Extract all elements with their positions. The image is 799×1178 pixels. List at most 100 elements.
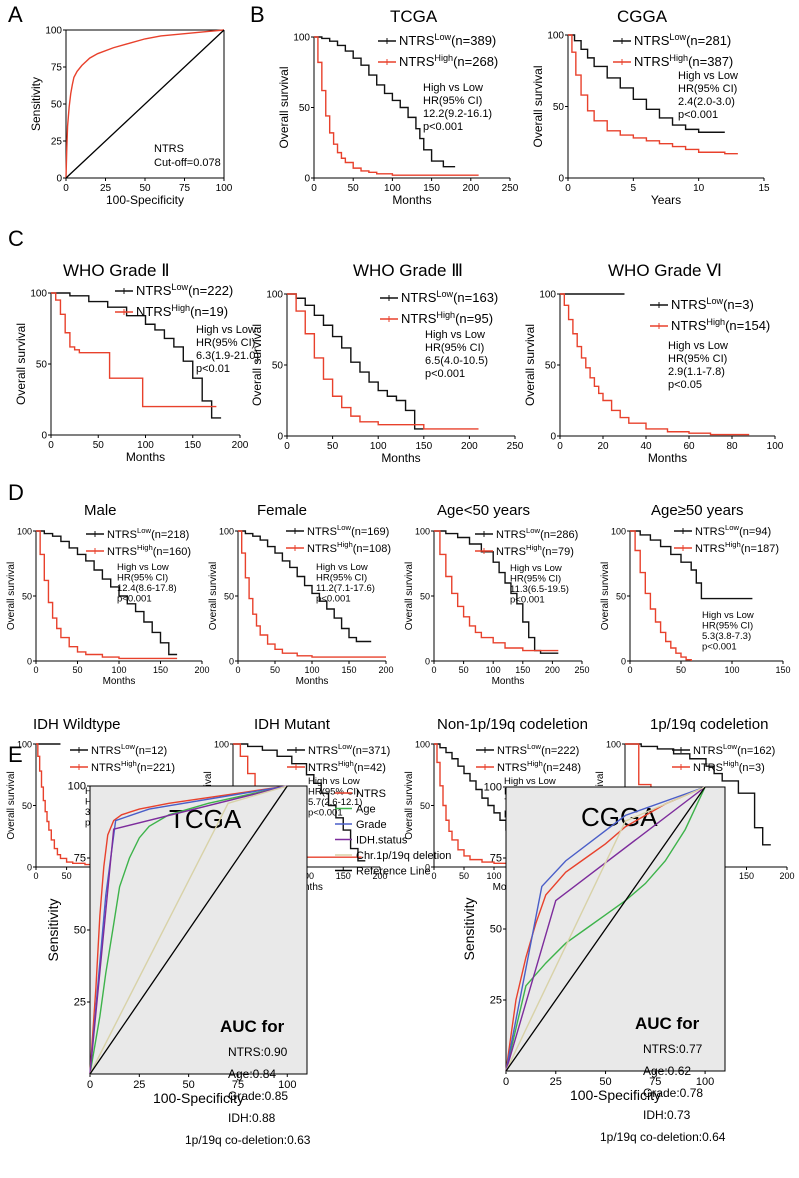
y-tick-label: 100 xyxy=(68,781,86,793)
series-reference-line xyxy=(505,786,706,1072)
x-axis-label: Months xyxy=(492,676,525,687)
annotation: High vs Low xyxy=(668,340,728,352)
x-tick-label: 0 xyxy=(33,871,38,881)
annotation: High vs Low xyxy=(678,70,738,82)
x-tick-label: 0 xyxy=(284,441,290,452)
y-axis-label: Sensitivity xyxy=(461,897,477,960)
chart-title: Age<50 years xyxy=(437,502,530,519)
panel-label-a: A xyxy=(8,2,23,27)
x-tick-label: 100 xyxy=(696,1076,714,1088)
legend-label: NTRSHigh(n=221) xyxy=(91,759,175,774)
annotation: NTRS:0.90 xyxy=(228,1045,288,1059)
series-grade xyxy=(89,785,288,1075)
legend-label: NTRSLow(n=12) xyxy=(91,742,167,757)
y-tick-label: 50 xyxy=(22,801,32,811)
x-tick-label: 0 xyxy=(565,183,571,194)
y-tick-label: 100 xyxy=(606,740,621,750)
y-tick-label: 100 xyxy=(219,527,234,537)
x-tick-label: 5 xyxy=(631,183,637,194)
series-ntrs-high xyxy=(36,530,178,660)
x-tick-label: 200 xyxy=(461,441,478,452)
y-axis-label: Overall survival xyxy=(404,562,415,630)
x-tick-label: 25 xyxy=(100,183,112,194)
x-tick-label: 0 xyxy=(431,871,436,881)
annotation: p<0.001 xyxy=(117,594,152,605)
x-axis-label: Years xyxy=(651,193,681,207)
x-axis-label: 100-Specificity xyxy=(106,193,184,207)
y-axis-label: Overall survival xyxy=(277,66,291,148)
y-tick-label: 100 xyxy=(611,527,626,537)
series-ntrs-high xyxy=(434,530,559,652)
x-tick-label: 15 xyxy=(758,183,770,194)
y-tick-label: 100 xyxy=(30,289,47,300)
y-axis-label: Overall survival xyxy=(208,562,219,630)
annotation: NTRS:0.77 xyxy=(643,1042,703,1056)
y-tick-label: 50 xyxy=(74,925,86,937)
x-tick-label: 250 xyxy=(502,183,519,194)
y-tick-label: 0 xyxy=(425,657,430,667)
x-tick-label: 0 xyxy=(311,183,317,194)
y-tick-label: 100 xyxy=(266,290,283,301)
annotation: p<0.001 xyxy=(423,121,463,133)
annotation: p<0.001 xyxy=(702,642,737,653)
x-tick-label: 150 xyxy=(153,665,168,675)
annotation: High vs Low xyxy=(117,562,169,573)
x-tick-label: 50 xyxy=(327,441,339,452)
x-tick-label: 250 xyxy=(574,665,589,675)
series-age xyxy=(505,786,706,1072)
y-axis-label: Overall survival xyxy=(523,324,537,406)
x-tick-label: 0 xyxy=(235,665,240,675)
x-tick-label: 150 xyxy=(184,440,201,451)
annotation: 1p/19q co-deletion:0.63 xyxy=(185,1133,311,1147)
x-axis-label: 100-Specificity xyxy=(153,1090,244,1106)
chart-title: IDH Mutant xyxy=(254,716,331,733)
annotation: AUC for xyxy=(635,1014,700,1033)
annotation: NTRS xyxy=(154,143,184,155)
annotation: 12.2(9.2-16.1) xyxy=(423,108,492,120)
legend-label: NTRSHigh(n=108) xyxy=(307,540,391,555)
annotation: p<0.001 xyxy=(316,594,351,605)
y-tick-label: 50 xyxy=(553,102,565,113)
x-tick-label: 100 xyxy=(384,183,401,194)
x-tick-label: 250 xyxy=(507,441,524,452)
chart-title: WHO Grade Ⅱ xyxy=(63,261,170,280)
x-axis-label: 100-Specificity xyxy=(570,1087,661,1103)
y-tick-label: 100 xyxy=(484,782,502,794)
series-ntrs-low xyxy=(314,36,456,168)
legend-label: NTRSLow(n=281) xyxy=(634,32,731,48)
x-tick-label: 100 xyxy=(486,665,501,675)
series-ntrs-high xyxy=(568,34,738,155)
annotation: HR(95% CI) xyxy=(117,573,168,584)
annotation: High vs Low xyxy=(196,324,256,336)
roc-legend-label: IDH.status xyxy=(356,835,408,847)
x-axis-label: Months xyxy=(392,193,431,207)
series-ntrs-high xyxy=(625,743,652,867)
y-tick-label: 100 xyxy=(539,290,556,301)
y-tick-label: 50 xyxy=(545,361,557,372)
annotation: High vs Low xyxy=(308,776,360,787)
chart-a: 0 25 50 75 100 0 25 50 75 100 100-Specificity Sensi… xyxy=(29,26,233,208)
legend-label: NTRSLow(n=286) xyxy=(496,526,578,541)
x-tick-label: 100 xyxy=(767,441,784,452)
x-tick-label: 150 xyxy=(515,665,530,675)
series-grade xyxy=(505,786,706,1072)
x-tick-label: 100 xyxy=(486,871,501,881)
plot-background xyxy=(89,785,308,1075)
x-tick-label: 10 xyxy=(693,183,705,194)
x-tick-label: 25 xyxy=(550,1076,562,1088)
x-axis-label: Months xyxy=(126,450,165,464)
panel-label-d: D xyxy=(8,480,24,505)
x-tick-label: 150 xyxy=(775,665,790,675)
x-tick-label: 0 xyxy=(627,665,632,675)
y-tick-label: 100 xyxy=(214,740,229,750)
y-tick-label: 50 xyxy=(420,592,430,602)
legend-label: NTRSLow(n=222) xyxy=(497,742,579,757)
annotation: 11.3(6.5-19.5) xyxy=(510,584,569,595)
chart-title: Non-1p/19q codeletion xyxy=(437,716,588,733)
series-ntrs xyxy=(89,785,288,1075)
annotation: High vs Low xyxy=(316,562,368,573)
